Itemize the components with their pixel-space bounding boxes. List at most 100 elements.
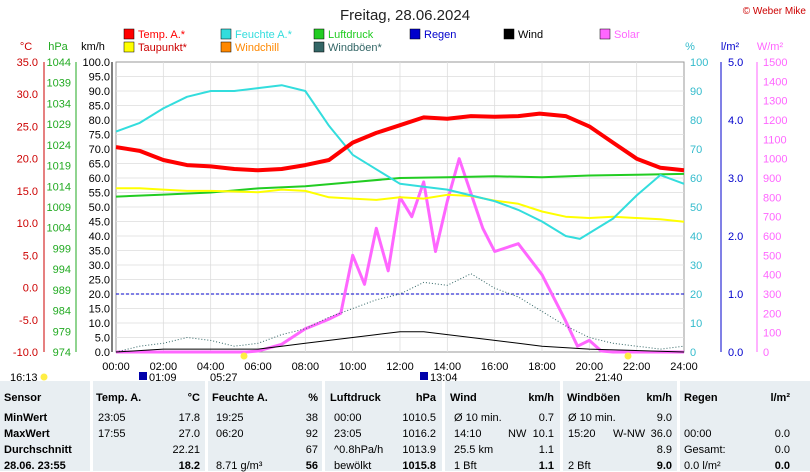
pressure-tick-label: 979 <box>53 326 71 338</box>
solar-tick-label: 0 <box>763 347 769 359</box>
sunrise-time: 05:27 <box>210 372 238 381</box>
temp-value: 22.21 <box>172 444 200 456</box>
solar-tick-label: 1300 <box>763 96 787 108</box>
rain-tick-label: 0.0 <box>728 347 743 359</box>
press-value: 1015.8 <box>402 460 436 472</box>
humidity-tick-label: 0 <box>690 347 696 359</box>
axis-unit: W/m² <box>757 41 784 53</box>
wind-value: 10.1 <box>532 428 554 440</box>
rain-value: 0.0 <box>774 460 790 472</box>
humidity-tick-label: 40 <box>690 231 702 243</box>
moonrise-icon <box>139 372 147 380</box>
credit-text: © Weber Mike <box>743 6 807 17</box>
header-wind: Wind <box>450 392 477 404</box>
wind-tick-label: 60.0 <box>89 173 110 185</box>
wind-tick-label: 75.0 <box>89 130 110 142</box>
header-temp-unit: °C <box>187 392 200 404</box>
press-time: bewölkt <box>334 460 372 472</box>
legend-label: Solar <box>614 29 640 41</box>
wind-tick-label: 80.0 <box>89 115 110 127</box>
x-tick-label: 14:00 <box>434 361 462 373</box>
pressure-line <box>115 172 685 198</box>
header-hum: Feuchte A. <box>212 392 268 404</box>
pressure-tick-label: 1019 <box>47 161 71 173</box>
legend-swatch <box>313 41 325 53</box>
solar-line <box>116 157 684 354</box>
x-tick-label: 16:00 <box>481 361 509 373</box>
temp-tick-label: 5.0 <box>23 250 38 262</box>
wind-tick-label: 65.0 <box>89 159 110 171</box>
wind-dir: NW <box>508 428 527 440</box>
x-tick-label: 00:00 <box>102 361 130 373</box>
wind-label: 1 Bft <box>454 460 477 472</box>
header-press-unit: hPa <box>415 392 436 404</box>
wind-tick-label: 0.0 <box>95 347 110 359</box>
solar-tick-label: 800 <box>763 192 781 204</box>
rain-tick-label: 1.0 <box>728 289 743 301</box>
hum-time: 8.71 g/m³ <box>216 460 263 472</box>
legend-label: Taupunkt* <box>138 42 188 54</box>
pressure-tick-label: 1034 <box>47 98 71 110</box>
axis-unit: km/h <box>81 41 105 53</box>
press-time: 00:00 <box>334 412 362 424</box>
legend: Temp. A.* Feuchte A.* Luftdruck Regen Wind So… <box>123 28 640 54</box>
axes: 35.0 30.0 25.0 20.0 15.0 10.0 5.0 0.0 -5.0 -10.0 1… <box>13 57 788 359</box>
legend-label: Feuchte A.* <box>235 29 293 41</box>
wind-tick-label: 95.0 <box>89 72 110 84</box>
gust-dir: W-NW <box>613 428 646 440</box>
x-tick-label: 22:00 <box>623 361 651 373</box>
rain-tick-label: 3.0 <box>728 173 743 185</box>
wind-tick-label: 30.0 <box>89 260 110 272</box>
legend-swatch <box>409 28 421 40</box>
legend-swatch <box>599 28 611 40</box>
sun-icon <box>40 373 48 381</box>
gust-value: 8.9 <box>656 444 672 456</box>
solar-tick-label: 1000 <box>763 154 787 166</box>
temp-tick-label: 15.0 <box>17 186 38 198</box>
legend-label: Regen <box>424 29 456 41</box>
temp-value: 18.2 <box>178 460 200 472</box>
axis-unit: °C <box>20 41 32 53</box>
x-tick-label: 10:00 <box>339 361 367 373</box>
header-press: Luftdruck <box>330 392 381 404</box>
humidity-tick-label: 100 <box>690 57 708 69</box>
header-temp: Temp. A. <box>96 392 142 404</box>
x-tick-label: 02:00 <box>150 361 178 373</box>
temp-value: 27.0 <box>178 428 200 440</box>
windgust-line <box>115 273 685 353</box>
wind-tick-label: 10.0 <box>89 318 110 330</box>
pressure-tick-label: 1009 <box>47 202 71 214</box>
legend-swatch <box>220 28 232 40</box>
axis-unit: hPa <box>48 41 68 53</box>
solar-tick-label: 500 <box>763 250 781 262</box>
wind-tick-label: 15.0 <box>89 304 110 316</box>
header-rain-unit: l/m² <box>770 392 790 404</box>
pressure-tick-label: 989 <box>53 285 71 297</box>
solar-tick-label: 100 <box>763 328 781 340</box>
humidity-tick-label: 70 <box>690 144 702 156</box>
temperature-line <box>115 111 685 173</box>
plot-area <box>115 61 685 354</box>
gust-value: 9.0 <box>656 460 672 472</box>
temp-tick-label: 25.0 <box>17 121 38 133</box>
rain-value: 0.0 <box>774 444 790 456</box>
wind-label: 14:10 <box>454 428 482 440</box>
left-time: 16:13 <box>10 372 38 381</box>
wind-tick-label: 25.0 <box>89 275 110 287</box>
row-label: Durchschnitt <box>4 444 72 456</box>
humidity-tick-label: 80 <box>690 115 702 127</box>
sun-moon-markers: 16:13 01:09 05:27 13:04 21:40 <box>10 352 632 381</box>
wind-tick-label: 20.0 <box>89 289 110 301</box>
pressure-tick-label: 974 <box>53 347 71 359</box>
hum-value: 92 <box>305 428 318 440</box>
hum-value: 56 <box>305 460 318 472</box>
hum-value: 38 <box>305 412 318 424</box>
wind-value: 1.1 <box>538 460 554 472</box>
solar-tick-label: 700 <box>763 212 781 224</box>
wind-tick-label: 100.0 <box>82 57 110 69</box>
press-time: ^0.8hPa/h <box>334 444 384 456</box>
humidity-tick-label: 30 <box>690 260 702 272</box>
sunset-icon <box>624 352 632 360</box>
humidity-line <box>115 84 685 240</box>
wind-line <box>115 331 685 353</box>
